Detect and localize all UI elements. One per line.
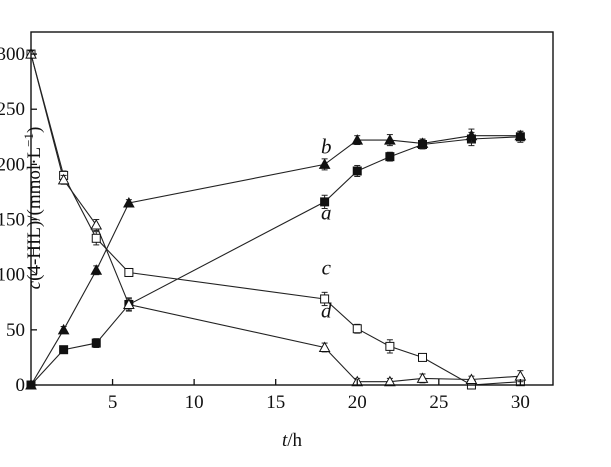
series-a-point-1 (59, 345, 69, 355)
marker-triangle (465, 129, 478, 141)
marker-triangle (318, 158, 331, 169)
marker-triangle (318, 341, 331, 352)
x-tick-label-15: 15 (266, 392, 285, 413)
y-tick-label-0: 0 (16, 375, 26, 396)
x-axis-title: t/h (282, 430, 303, 451)
x-tick-label-20: 20 (348, 392, 367, 413)
series-a-point-2 (91, 338, 101, 348)
series-label-b: b (321, 134, 332, 158)
x-tick-label-5: 5 (108, 392, 118, 413)
marker-square (320, 197, 330, 207)
x-tick-label-30: 30 (511, 392, 530, 413)
series-c-point-7 (418, 352, 427, 362)
y-tick-label-300: 300 (0, 44, 25, 65)
series-a-point-6 (385, 151, 395, 162)
x-tick-label-25: 25 (429, 392, 448, 413)
series-c-point-6 (385, 339, 395, 354)
plot-frame (30, 31, 554, 386)
series-b-point-9 (514, 129, 527, 141)
series-d-point-4 (318, 341, 331, 353)
annotations: b a cd (321, 134, 332, 322)
plot-lines (30, 53, 521, 386)
series-b-point-2 (90, 264, 103, 276)
marker-triangle (57, 173, 70, 185)
marker-triangle (90, 219, 103, 230)
marker-square (418, 352, 427, 362)
series-a-line (30, 136, 521, 386)
marker-triangle (123, 196, 135, 208)
series-a-point-5 (352, 164, 362, 178)
marker-triangle (514, 370, 527, 381)
series-b-line (30, 135, 521, 386)
y-axis-title: c(4-HIL)/(mmol·L−1) (21, 127, 45, 290)
marker-triangle (123, 298, 135, 309)
y-tick-label-250: 250 (0, 99, 25, 120)
series-c-point-2 (91, 231, 101, 246)
y-tick-label-200: 200 (0, 154, 25, 175)
marker-triangle (416, 137, 429, 148)
marker-square (385, 152, 395, 162)
series-c-point-5 (352, 323, 362, 334)
series-d-point-8 (465, 373, 478, 384)
series-b-point-4 (318, 158, 331, 171)
y-tick-label-100: 100 (0, 265, 25, 286)
marker-triangle (465, 373, 478, 384)
series-label-a: a (321, 201, 332, 225)
series-b-point-1 (57, 323, 70, 335)
marker-square (124, 267, 134, 277)
marker-triangle (351, 134, 364, 145)
series-d-point-1 (57, 173, 70, 185)
series-c-point-3 (124, 267, 134, 277)
y-tick-label-50: 50 (6, 320, 25, 341)
marker-triangle (57, 323, 70, 335)
series-b-point-3 (123, 196, 135, 208)
series-d-point-7 (416, 372, 429, 384)
marker-square (320, 294, 330, 304)
marker-triangle (384, 134, 396, 145)
series-d-point-2 (90, 219, 103, 232)
marker-square (352, 324, 362, 334)
series-d-line (30, 53, 521, 383)
series-b-point-5 (351, 134, 364, 146)
x-tick-label-10: 10 (185, 392, 204, 413)
series-c-line (30, 53, 521, 386)
series-a-point-4 (320, 194, 330, 209)
series-label-c: c (322, 256, 332, 280)
marker-square (59, 345, 69, 355)
marker-triangle (514, 129, 527, 141)
series-d-point-3 (123, 298, 135, 311)
series-label-d: d (321, 299, 332, 323)
marker-triangle (416, 372, 429, 383)
marker-triangle (90, 264, 103, 275)
series-b-point-7 (416, 137, 429, 149)
marker-square (385, 341, 395, 351)
series-b-point-6 (384, 134, 396, 147)
y-tick-label-150: 150 (0, 210, 25, 231)
marker-square (91, 233, 101, 243)
series-b-point-8 (465, 128, 478, 143)
marker-square (352, 166, 362, 176)
marker-square (91, 338, 101, 348)
series-c-point-4 (320, 291, 330, 307)
